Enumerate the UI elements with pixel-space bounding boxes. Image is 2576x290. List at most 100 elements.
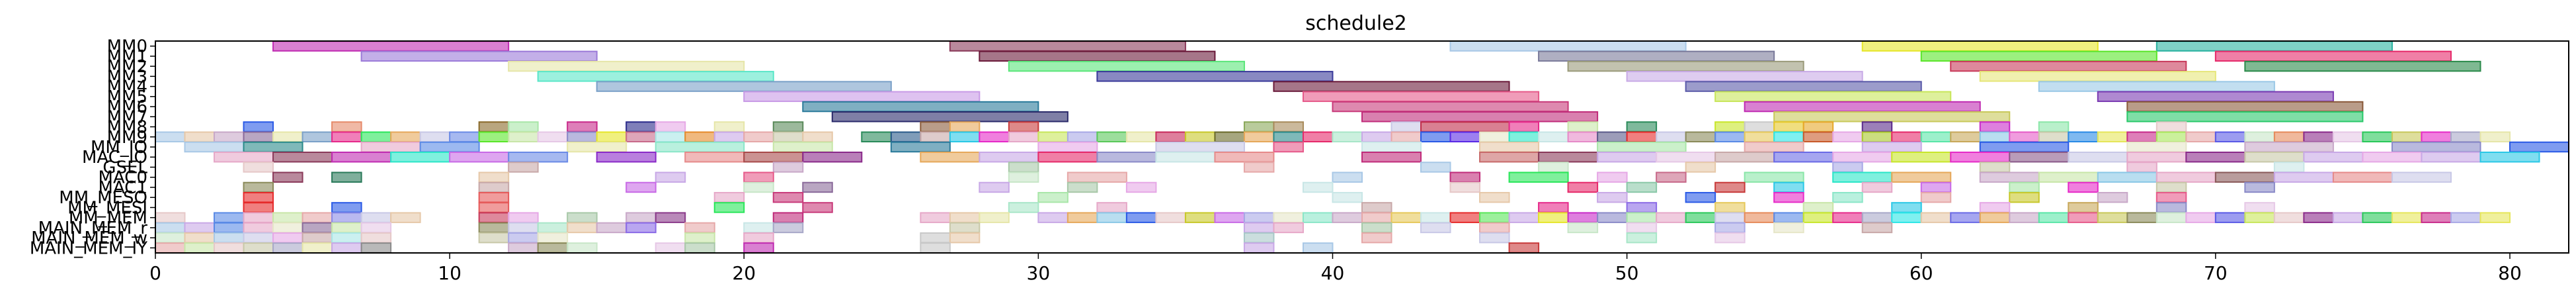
task-bar [184,242,216,254]
task-bar [1626,202,1658,213]
task-bar [1155,212,1186,223]
task-bar [2244,181,2275,193]
task-bar [1538,50,1775,62]
y-tick-label: MAC0 [99,168,147,188]
task-bar [2126,212,2157,223]
task-bar [360,232,392,244]
task-bar [1773,111,2011,122]
task-bar [949,212,981,223]
task-bar [1891,212,1922,223]
task-bar [1714,91,1952,103]
task-bar [302,222,333,234]
task-bar [2509,141,2569,153]
task-bar [1597,212,1628,223]
task-bar [567,222,598,234]
task-bar [1714,152,1775,163]
task-bar [1479,141,1540,153]
y-tick-label: MM_MESI [67,198,147,218]
task-bar [2185,212,2216,223]
task-bar [743,181,774,193]
task-bar [478,171,510,183]
task-bar [360,222,392,234]
task-bar [1685,191,1716,203]
task-bar [537,242,569,254]
task-bar [1184,212,1216,223]
task-bar [478,181,510,193]
task-bar [1449,171,1481,183]
task-bar [1479,222,1510,234]
task-bar [1891,171,1952,183]
task-bar [478,121,510,132]
task-bar [1979,121,2011,132]
task-bar [243,232,274,244]
task-bar [1773,181,1804,193]
task-bar [2244,60,2481,72]
task-bar [1979,171,2040,183]
task-bar [478,212,510,223]
task-bar [360,141,421,153]
task-bar [1243,242,1275,254]
task-bar [390,212,421,223]
task-bar [1861,212,1893,223]
task-bar [1479,212,1510,223]
task-bar [243,222,274,234]
task-bar [1832,131,1863,142]
task-bar [2214,212,2246,223]
y-tick-label: MM_MEM [69,209,147,228]
x-tick-label: 70 [2204,262,2228,284]
y-tick-label: MAC_IO [82,148,147,168]
task-bar [331,152,392,163]
task-bar [920,121,951,132]
task-bar [1008,60,1245,72]
task-bar [1656,171,1687,183]
task-bar [684,131,715,142]
task-bar [1979,212,2011,223]
task-bar [272,212,303,223]
task-bar [1979,71,2216,82]
task-bar [1626,71,1863,82]
task-bar [596,222,627,234]
task-bar [1037,212,1068,223]
task-bar [655,141,745,153]
task-bar [214,242,245,254]
task-bar [2126,152,2187,163]
task-bar [2303,212,2334,223]
task-bar [1243,162,1275,173]
task-bar [184,141,245,153]
task-bar [155,212,186,223]
y-tick-label: MAC1 [99,178,147,198]
task-bar [713,131,745,142]
task-bar [243,131,274,142]
task-bar [743,222,774,234]
task-bar [920,131,951,142]
task-bar [1538,212,1569,223]
task-bar [1861,181,1893,193]
task-bar [1390,121,1422,132]
task-bar [1950,131,1981,142]
task-bar [2362,131,2393,142]
task-bar [1920,50,2157,62]
task-bar [567,131,598,142]
task-bar [802,101,1039,113]
task-bar [2421,212,2452,223]
task-bar [184,222,216,234]
task-bar [2391,131,2423,142]
task-bar [1714,181,1746,193]
task-bar [449,152,510,163]
task-bar [1714,212,1746,223]
task-bar [478,191,510,203]
task-bar [1302,212,1334,223]
task-bar [2391,141,2481,153]
task-bar [2097,171,2157,183]
task-bar [1096,71,1334,82]
task-bar [1420,212,1451,223]
task-bar [1567,131,1599,142]
task-bar [1361,111,1599,122]
task-bar [1597,171,1628,183]
task-bar [1744,171,1804,183]
task-bar [2155,171,2216,183]
task-bar [1802,131,1834,142]
task-bar [802,152,863,163]
y-tick-label: MM1 [107,47,147,67]
